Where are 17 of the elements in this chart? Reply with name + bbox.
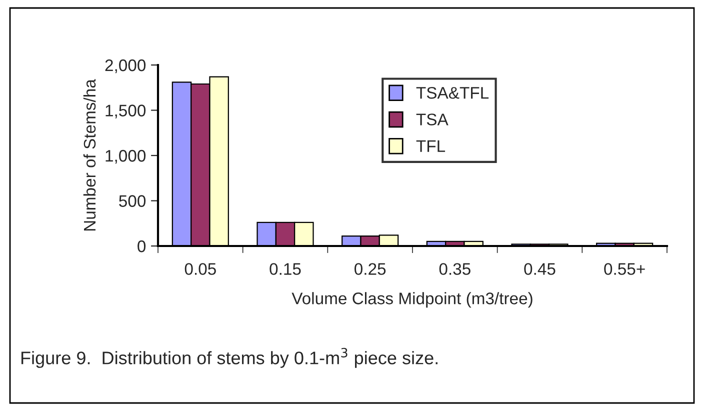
y-tick-label: 1,000 xyxy=(106,150,146,164)
y-axis-title: Number of Stems/ha xyxy=(83,79,96,231)
x-tick-label: 0.15 xyxy=(270,263,301,275)
x-tick-label: 0.05 xyxy=(184,263,216,275)
x-tick-label: 0.35 xyxy=(439,263,470,275)
caption: Figure 9. Distribution of stems by 0.1-m$^{3}$ piece size. xyxy=(21,348,438,368)
legend-label: TSA xyxy=(416,114,448,126)
x-tick-label: 0.55+ xyxy=(604,263,645,275)
y-tick-label: 1,500 xyxy=(106,104,146,118)
y-tick-label: 2,000 xyxy=(105,59,146,74)
x-tick-label: 0.45 xyxy=(524,263,556,275)
legend-label: TFL xyxy=(416,140,446,152)
legend-label: TSA&TFL xyxy=(416,86,489,99)
y-tick-label: 0 xyxy=(138,240,146,252)
y-tick-label: 500 xyxy=(119,195,146,207)
x-tick-label: 0.25 xyxy=(354,263,386,275)
x-axis-title: Volume Class Midpoint (m3/tree) xyxy=(292,292,532,308)
